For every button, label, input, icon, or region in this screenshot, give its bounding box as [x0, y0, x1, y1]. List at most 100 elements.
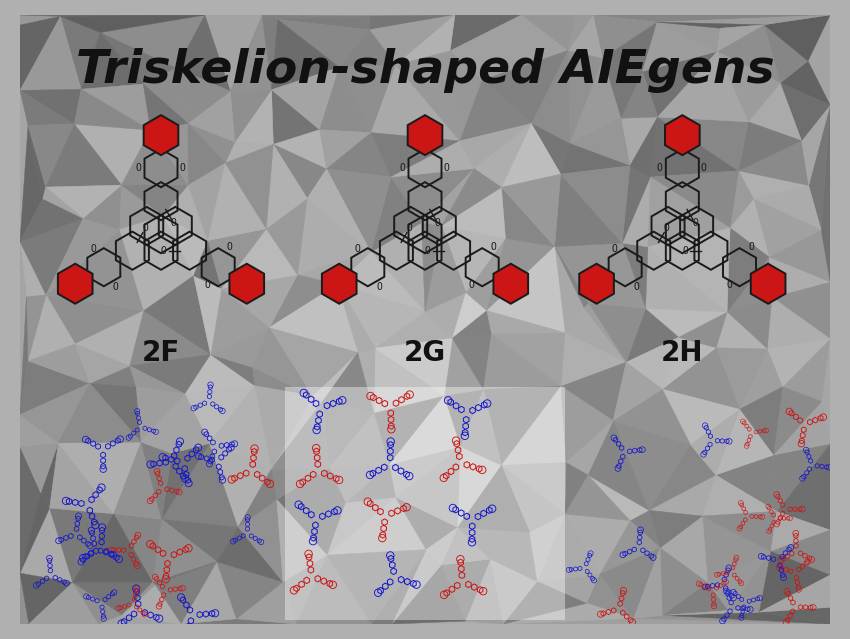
- Polygon shape: [298, 198, 371, 275]
- Polygon shape: [613, 362, 662, 420]
- Polygon shape: [717, 25, 780, 83]
- Polygon shape: [570, 59, 620, 144]
- Polygon shape: [130, 366, 184, 394]
- Text: O: O: [171, 219, 177, 229]
- Polygon shape: [504, 603, 634, 624]
- Polygon shape: [163, 185, 208, 240]
- Polygon shape: [502, 465, 564, 532]
- Polygon shape: [49, 508, 114, 582]
- Polygon shape: [60, 17, 100, 89]
- Polygon shape: [504, 619, 830, 624]
- Polygon shape: [587, 475, 649, 521]
- Polygon shape: [49, 443, 114, 514]
- Polygon shape: [564, 463, 587, 514]
- Polygon shape: [271, 401, 329, 469]
- Polygon shape: [375, 338, 452, 396]
- Polygon shape: [622, 166, 650, 243]
- Text: 2G: 2G: [404, 339, 446, 367]
- Polygon shape: [422, 169, 474, 226]
- Polygon shape: [626, 337, 678, 389]
- Polygon shape: [326, 133, 391, 177]
- Polygon shape: [130, 355, 211, 394]
- Polygon shape: [20, 90, 28, 242]
- Polygon shape: [150, 123, 189, 185]
- Polygon shape: [20, 242, 46, 296]
- Polygon shape: [210, 386, 271, 469]
- Polygon shape: [690, 410, 740, 475]
- Polygon shape: [236, 582, 296, 624]
- Polygon shape: [46, 124, 122, 187]
- Polygon shape: [100, 33, 177, 84]
- Polygon shape: [20, 573, 29, 624]
- Polygon shape: [769, 257, 830, 297]
- Polygon shape: [266, 198, 307, 275]
- Polygon shape: [634, 548, 662, 619]
- Polygon shape: [457, 465, 530, 532]
- Polygon shape: [81, 84, 150, 130]
- Polygon shape: [554, 174, 622, 247]
- Text: O: O: [205, 281, 211, 290]
- Polygon shape: [727, 228, 769, 312]
- Polygon shape: [271, 19, 339, 89]
- Polygon shape: [821, 105, 830, 282]
- Polygon shape: [371, 550, 426, 624]
- Polygon shape: [392, 565, 465, 624]
- Polygon shape: [771, 530, 830, 575]
- Polygon shape: [650, 171, 739, 228]
- Polygon shape: [345, 465, 395, 502]
- Text: O: O: [664, 224, 670, 233]
- Polygon shape: [59, 383, 141, 443]
- Text: O: O: [354, 244, 360, 254]
- Polygon shape: [122, 185, 189, 216]
- Polygon shape: [717, 25, 764, 51]
- Polygon shape: [727, 297, 772, 349]
- Polygon shape: [269, 284, 358, 352]
- Polygon shape: [255, 386, 313, 469]
- Polygon shape: [727, 257, 772, 312]
- Polygon shape: [754, 185, 821, 230]
- Polygon shape: [662, 610, 759, 615]
- Text: O: O: [443, 163, 449, 173]
- Polygon shape: [728, 551, 771, 612]
- Polygon shape: [252, 367, 313, 396]
- Polygon shape: [374, 348, 445, 413]
- Text: O: O: [700, 163, 706, 173]
- Polygon shape: [122, 130, 189, 185]
- Polygon shape: [375, 311, 452, 348]
- Text: O: O: [633, 282, 639, 292]
- Polygon shape: [277, 500, 345, 555]
- Polygon shape: [90, 383, 141, 442]
- Text: O: O: [726, 281, 732, 290]
- Polygon shape: [603, 22, 657, 72]
- Polygon shape: [141, 394, 184, 454]
- Polygon shape: [46, 295, 144, 344]
- Polygon shape: [739, 141, 808, 185]
- Polygon shape: [162, 443, 238, 527]
- Polygon shape: [452, 293, 487, 338]
- Text: O: O: [656, 163, 662, 173]
- Polygon shape: [716, 455, 777, 511]
- Polygon shape: [130, 311, 211, 366]
- Polygon shape: [162, 520, 238, 562]
- Polygon shape: [90, 366, 136, 387]
- Polygon shape: [490, 532, 537, 581]
- Polygon shape: [783, 339, 830, 401]
- Polygon shape: [808, 15, 830, 105]
- Polygon shape: [702, 516, 771, 583]
- Polygon shape: [482, 50, 568, 123]
- Polygon shape: [748, 83, 802, 141]
- Text: O: O: [490, 242, 496, 252]
- Polygon shape: [662, 583, 728, 615]
- Polygon shape: [136, 387, 184, 442]
- Polygon shape: [665, 115, 700, 155]
- Polygon shape: [561, 166, 630, 243]
- Polygon shape: [521, 15, 575, 50]
- Polygon shape: [374, 396, 445, 465]
- Polygon shape: [235, 89, 274, 144]
- Polygon shape: [58, 264, 93, 304]
- Polygon shape: [210, 443, 271, 527]
- Polygon shape: [662, 612, 830, 624]
- Text: O: O: [406, 224, 412, 233]
- Polygon shape: [648, 177, 730, 247]
- Polygon shape: [425, 293, 466, 338]
